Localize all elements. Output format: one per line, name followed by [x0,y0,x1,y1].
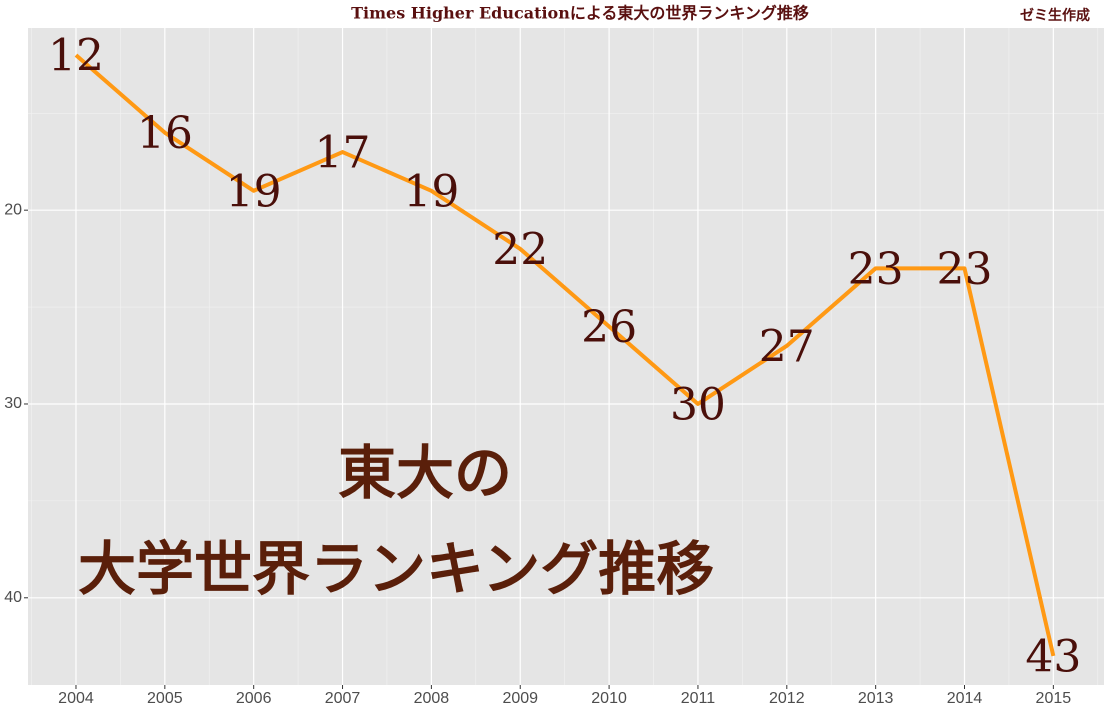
line [74,53,1056,657]
x-tick-label: 2013 [858,690,894,707]
data-label: 16 [137,108,193,159]
x-tick-label: 2006 [236,690,272,707]
chart-title: Times Higher Educationによる東大の世界ランキング推移 [351,4,809,23]
data-label: 43 [1025,631,1081,682]
x-tick-label: 2008 [414,690,450,707]
data-label: 19 [403,166,459,217]
x-tick-label: 2014 [947,690,983,707]
data-label: 23 [848,244,904,295]
data-label: 23 [937,244,993,295]
y-tick-label: 20 [4,201,22,218]
x-tick-label: 2011 [681,690,716,707]
data-label: 19 [226,166,282,217]
data-label: 26 [581,302,637,353]
x-tick-label: 2015 [1036,690,1072,707]
data-label: 27 [759,321,815,372]
plot-panel [28,28,1104,685]
x-tick-label: 2009 [502,690,538,707]
y-tick-label: 40 [4,589,22,606]
y-tick-label: 30 [4,395,22,412]
x-tick-label: 2007 [325,690,361,707]
data-label: 17 [315,128,371,179]
x-tick-label: 2012 [769,690,805,707]
annotation: 東大の [338,439,512,507]
data-label: 30 [670,379,726,430]
data-label: 12 [48,31,104,82]
annotation: 大学世界ランキング推移 [78,535,714,603]
caption: ゼミ生作成 [1020,7,1090,24]
x-tick-label: 2005 [147,690,183,707]
data-label: 22 [492,224,548,275]
x-tick-label: 2010 [591,690,627,707]
x-tick-label: 2004 [58,690,94,707]
